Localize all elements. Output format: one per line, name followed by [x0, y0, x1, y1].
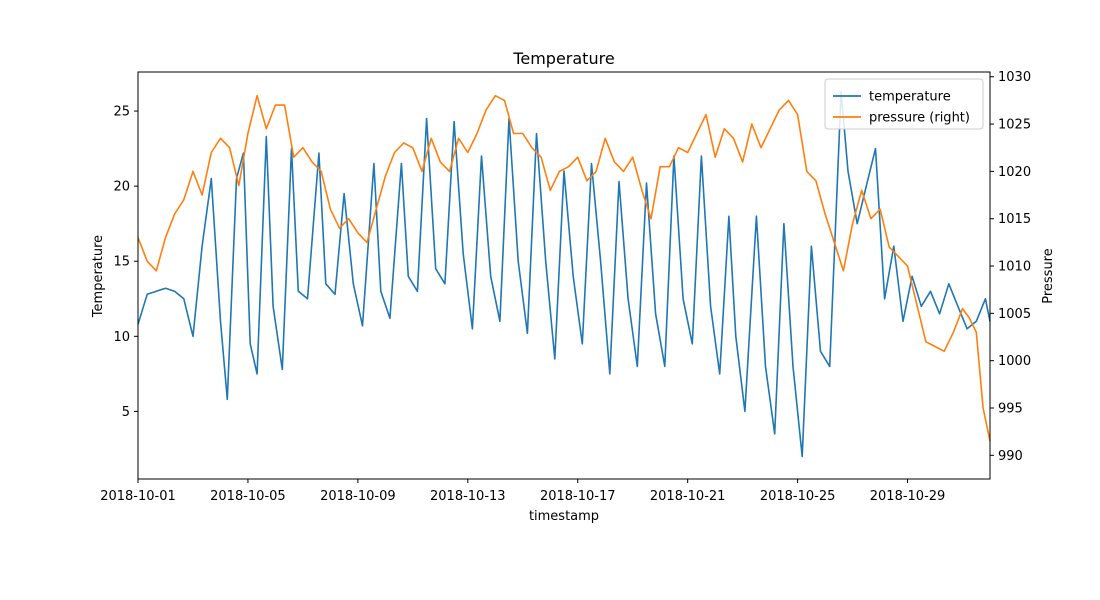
y2-tick-label: 1030 — [998, 70, 1031, 85]
legend-box — [824, 78, 984, 130]
x-axis: 2018-10-01 2018-10-05 2018-10-09 2018-10-13… — [100, 479, 945, 504]
y-tick-label: 10 — [113, 330, 130, 345]
x-tick-label: 2018-10-01 — [100, 489, 176, 504]
x-tick-label: 2018-10-25 — [760, 489, 836, 504]
x-tick-label: 2018-10-17 — [540, 489, 616, 504]
y2-tick-label: 995 — [998, 402, 1023, 417]
y-tick-label: 15 — [113, 255, 130, 270]
plot-frame — [137, 71, 991, 480]
x-tick-label: 2018-10-13 — [430, 489, 506, 504]
y-axis-title: Temperature — [91, 235, 106, 318]
y-tick-label: 25 — [113, 105, 130, 120]
x-tick-label: 2018-10-21 — [650, 489, 726, 504]
x-tick-label: 2018-10-09 — [320, 489, 396, 504]
legend: temperature pressure (right) — [824, 78, 984, 130]
y-tick-label: 5 — [122, 405, 130, 420]
y2-tick-label: 1005 — [998, 307, 1031, 322]
y-axis-right: 990 995 1000 1005 1010 1015 1020 1025 1030 — [990, 70, 1031, 464]
x-tick-label: 2018-10-29 — [870, 489, 946, 504]
y2-axis-title: Pressure — [1041, 248, 1056, 304]
y-axis-left: 5 10 15 20 25 — [113, 105, 138, 420]
y2-tick-label: 1025 — [998, 118, 1031, 133]
series-line-temperature — [137, 90, 991, 458]
y2-tick-label: 990 — [998, 449, 1023, 464]
y2-tick-label: 1000 — [998, 354, 1031, 369]
chart-title: Temperature — [512, 49, 614, 68]
legend-label: temperature — [869, 90, 951, 105]
y-tick-label: 20 — [113, 180, 130, 195]
y2-tick-label: 1020 — [998, 165, 1031, 180]
legend-label: pressure (right) — [869, 111, 970, 126]
series-line-pressure — [137, 94, 991, 442]
x-axis-title: timestamp — [529, 509, 599, 524]
series-layer — [137, 90, 991, 458]
y2-tick-label: 1015 — [998, 212, 1031, 227]
x-tick-label: 2018-10-05 — [210, 489, 286, 504]
y2-tick-label: 1010 — [998, 260, 1031, 275]
